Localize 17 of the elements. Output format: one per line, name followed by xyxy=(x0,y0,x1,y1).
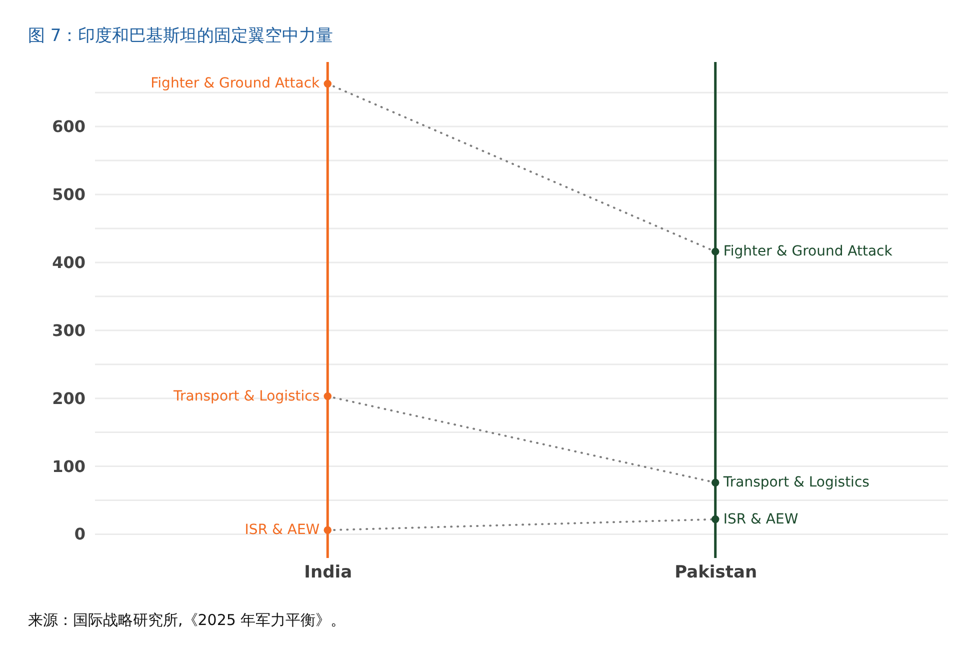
text: Transport & Logistics xyxy=(723,474,870,491)
y-tick-label: 200 xyxy=(52,388,86,408)
y-tick-label: 500 xyxy=(52,184,86,204)
series-label: ISR & AEW xyxy=(244,522,320,538)
series-label: Transport & Logistics xyxy=(172,388,320,404)
text: Fighter & Ground Attack xyxy=(723,244,892,260)
y-tick-label: 300 xyxy=(52,320,86,340)
text: ISR & AEW xyxy=(723,511,798,528)
series-label: Fighter & Ground Attack xyxy=(150,76,321,92)
y-tick-label: 400 xyxy=(52,252,86,272)
source-note: 来源：国际战略研究所,《2025 年军力平衡》。 xyxy=(28,611,346,629)
x-tick-label: Pakistan xyxy=(674,562,758,582)
x-tick-label: India xyxy=(304,562,352,582)
y-tick-label: 0 xyxy=(74,524,86,544)
chart-title: 图 7：印度和巴基斯坦的固定翼空中力量 xyxy=(28,26,334,46)
y-tick-label: 100 xyxy=(52,456,86,476)
y-tick-label: 600 xyxy=(52,117,86,136)
